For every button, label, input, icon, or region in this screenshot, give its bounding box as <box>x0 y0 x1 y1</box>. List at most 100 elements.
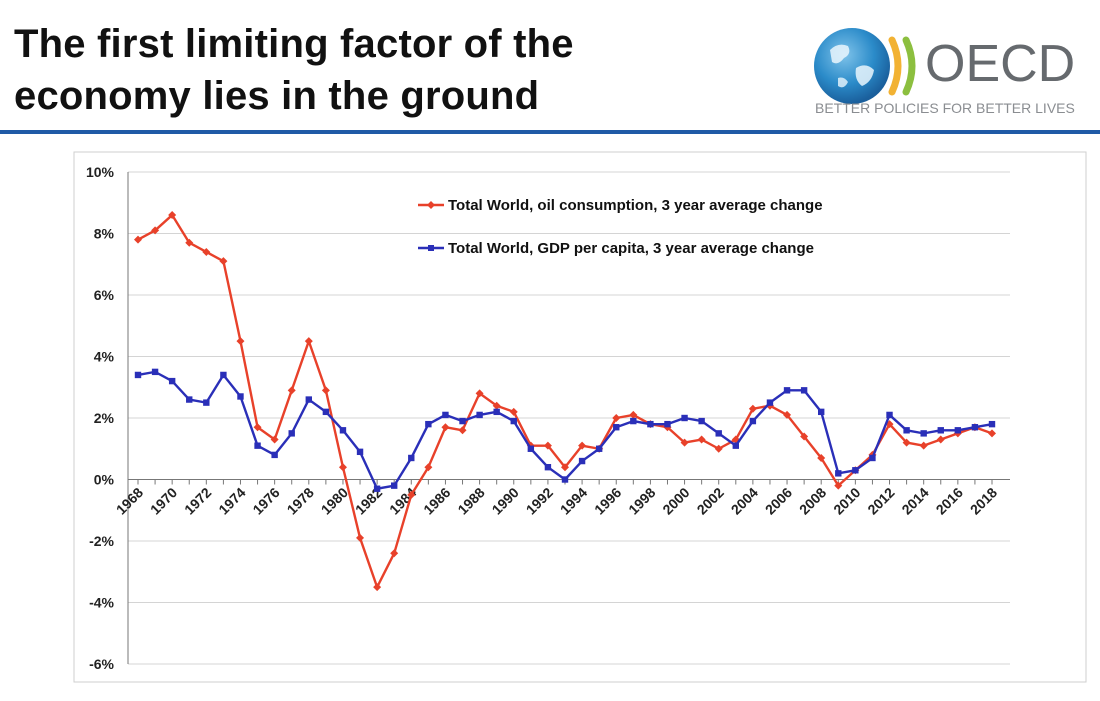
oil-consumption-point <box>236 337 245 346</box>
x-tick-label: 1974 <box>215 484 248 517</box>
gdp-per-capita-point <box>715 430 722 437</box>
oil-consumption-point <box>783 410 792 419</box>
y-tick-label: 6% <box>94 287 115 303</box>
x-tick-label: 2008 <box>796 484 829 517</box>
gdp-per-capita-point <box>527 445 535 452</box>
globe-icon <box>814 28 916 104</box>
x-tick-label: 2016 <box>933 484 966 517</box>
legend-label-gdp-per-capita: Total World, GDP per capita, 3 year aver… <box>448 240 814 257</box>
gdp-per-capita-point <box>408 454 415 462</box>
x-tick-label: 1990 <box>489 484 522 517</box>
oil-consumption-point <box>270 435 279 444</box>
gdp-per-capita-point <box>168 377 176 385</box>
gdp-per-capita-point <box>493 408 500 416</box>
gdp-per-capita-point <box>151 368 159 376</box>
y-tick-label: 0% <box>94 472 115 488</box>
oil-consumption-point <box>817 453 826 462</box>
oil-consumption-point <box>441 423 450 432</box>
gdp-per-capita-point <box>852 467 859 474</box>
oil-consumption-point <box>185 238 194 247</box>
oil-consumption-point <box>680 438 689 447</box>
legend-marker-oil-consumption <box>427 201 435 209</box>
oil-consumption-point <box>356 533 365 542</box>
gdp-per-capita-point <box>271 451 278 459</box>
gdp-per-capita-point <box>886 411 893 419</box>
x-tick-label: 2012 <box>864 484 897 517</box>
y-tick-label: 4% <box>94 349 115 365</box>
gdp-per-capita-point <box>988 420 996 428</box>
x-tick-label: 2000 <box>659 484 692 517</box>
oil-consumption-point <box>919 441 928 450</box>
y-tick-label: 8% <box>94 226 115 242</box>
gdp-per-capita-point <box>647 420 654 428</box>
y-tick-label: -2% <box>89 533 114 549</box>
y-tick-label: -4% <box>89 595 114 611</box>
gdp-per-capita-point <box>835 470 842 477</box>
gdp-per-capita-point <box>783 387 791 394</box>
gdp-per-capita-point <box>288 430 295 437</box>
x-tick-label: 1976 <box>249 484 282 517</box>
header-divider <box>0 130 1100 134</box>
x-tick-label: 1978 <box>284 484 317 517</box>
oil-consumption-point <box>458 426 467 435</box>
gdp-per-capita-point <box>903 427 910 434</box>
oil-consumption-point <box>612 414 621 422</box>
oil-consumption-point <box>988 429 996 438</box>
oil-consumption-point <box>168 211 177 220</box>
gdp-per-capita-point <box>476 411 483 419</box>
x-tick-label: 1980 <box>318 484 351 517</box>
gdp-per-capita-point <box>681 414 688 422</box>
gdp-per-capita-point <box>544 464 552 471</box>
logo-wordmark: OECD <box>925 35 1076 93</box>
x-tick-label: 1968 <box>113 484 146 517</box>
x-tick-label: 1972 <box>181 484 214 517</box>
gdp-per-capita-point <box>818 408 825 416</box>
gdp-per-capita-point <box>134 371 142 379</box>
oil-consumption-point <box>202 247 211 256</box>
gdp-per-capita-point <box>749 417 757 425</box>
gdp-per-capita-point <box>613 424 620 431</box>
oil-consumption-point <box>287 386 296 395</box>
gdp-per-capita-point <box>356 448 364 456</box>
gdp-per-capita-point <box>442 411 449 419</box>
oil-consumption-point <box>697 435 706 444</box>
oil-consumption-point <box>373 583 382 592</box>
legend-label-oil-consumption: Total World, oil consumption, 3 year ave… <box>448 197 823 214</box>
x-tick-label: 2006 <box>762 484 795 517</box>
logo-tagline: BETTER POLICIES FOR BETTER LIVES <box>815 100 1075 116</box>
oil-consumption-point <box>578 441 587 450</box>
gdp-per-capita-point <box>971 424 979 431</box>
oil-consumption-point <box>800 432 809 441</box>
oil-consumption-point <box>475 389 484 398</box>
gdp-per-capita-point <box>510 417 517 425</box>
y-tick-label: 2% <box>94 410 115 426</box>
x-tick-label: 2002 <box>693 484 726 517</box>
title-line-2: economy lies in the ground <box>14 74 540 118</box>
oil-consumption-point <box>902 438 911 447</box>
title-line-1: The first limiting factor of the <box>14 22 574 66</box>
x-tick-label: 1992 <box>523 484 556 517</box>
oil-consumption-point <box>134 235 142 244</box>
gdp-per-capita-point <box>425 420 432 428</box>
gdp-per-capita-point <box>920 430 927 437</box>
oil-consumption-point <box>390 549 399 558</box>
oil-consumption-point <box>936 435 945 444</box>
gdp-per-capita-point <box>339 427 347 434</box>
gdp-per-capita-point <box>954 427 962 434</box>
gdp-per-capita-point <box>732 442 739 449</box>
x-tick-label: 1988 <box>454 484 487 517</box>
gdp-per-capita-point <box>186 396 193 403</box>
x-tick-label: 2018 <box>967 484 1000 517</box>
gdp-per-capita-point <box>698 417 705 425</box>
oil-consumption-point <box>338 463 347 472</box>
oil-consumption-point <box>748 404 757 413</box>
gdp-per-capita-point <box>391 482 398 489</box>
x-tick-label: 1994 <box>557 484 590 517</box>
gdp-per-capita-point <box>595 445 603 452</box>
gdp-per-capita-point <box>254 442 261 449</box>
gdp-per-capita-point <box>800 387 808 394</box>
gdp-per-capita-point <box>561 476 569 483</box>
gdp-per-capita-point <box>937 427 944 434</box>
gdp-per-capita-point <box>664 420 671 428</box>
gdp-per-capita-point <box>322 408 330 416</box>
